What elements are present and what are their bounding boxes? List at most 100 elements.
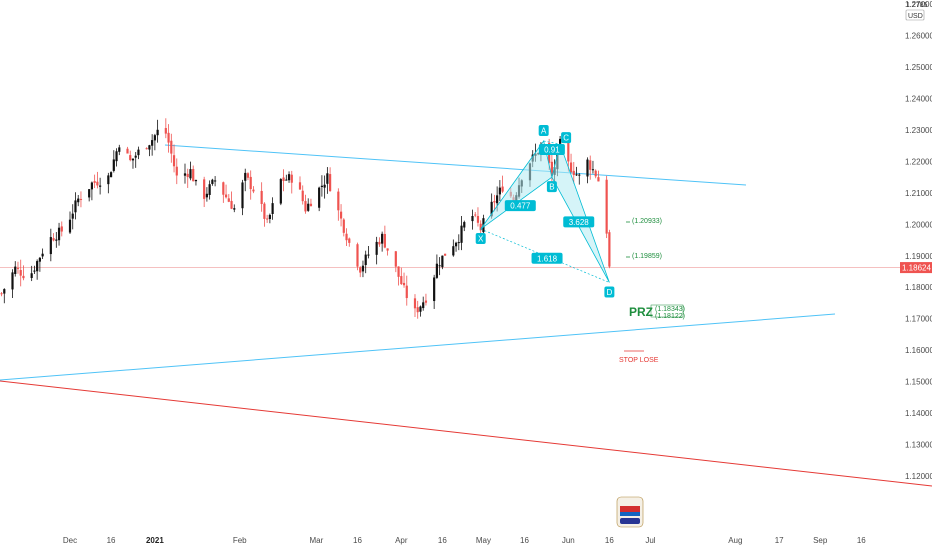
candle-body (597, 177, 600, 182)
candle-body (307, 203, 310, 211)
candle-body (320, 185, 323, 187)
x-tick-label: 16 (605, 536, 614, 545)
candle-body (594, 170, 597, 177)
candle-body (115, 151, 118, 162)
candle-body (170, 140, 173, 154)
candle-body (550, 161, 553, 177)
candle-body (129, 155, 132, 161)
resistance-trendline (164, 144, 747, 186)
x-tick-label: Apr (395, 536, 408, 545)
x-tick-label: 2021 (146, 536, 164, 545)
watermark-flag-stripe (620, 506, 640, 512)
candle-body (339, 211, 343, 219)
candle-body (52, 238, 55, 241)
candle-body (501, 186, 504, 192)
candle-body (244, 172, 247, 181)
candle-body (230, 200, 233, 209)
y-tick-label: 1.27000 (905, 0, 932, 9)
ac-dashed-line (543, 140, 561, 145)
y-tick-label: 1.14000 (905, 409, 932, 418)
candle-body (356, 244, 359, 267)
candle-body (419, 306, 422, 312)
candle-body (77, 198, 80, 203)
y-tick-label: 1.20000 (905, 220, 932, 229)
candle-body (11, 272, 14, 290)
candle-body (3, 289, 6, 294)
candle-body (413, 298, 417, 309)
y-tick-label: 1.18000 (905, 283, 932, 292)
y-tick-label: 1.24000 (905, 95, 932, 104)
candle-body (107, 175, 110, 185)
fib-ratio-label: 0.477 (510, 202, 531, 211)
candle-body (433, 277, 436, 302)
candle-body (400, 276, 403, 285)
candle-body (71, 213, 74, 219)
candles (0, 118, 611, 319)
candle-body (476, 216, 480, 223)
candle-body (164, 128, 167, 134)
candle-body (359, 267, 362, 273)
candle-body (386, 248, 389, 251)
pattern-point-label: D (606, 288, 612, 297)
candle-body (378, 241, 381, 245)
unit-label: USD (908, 13, 923, 20)
candle-body (569, 162, 573, 173)
x-tick-label: Jul (645, 536, 655, 545)
x-tick-label: Feb (233, 536, 247, 545)
pattern-point-badge (475, 233, 486, 245)
candle-body (55, 239, 58, 241)
candle-body (19, 270, 22, 276)
candle-body (457, 242, 460, 244)
prz-upper-level: (1.18343) (655, 306, 685, 313)
top-price-label: 1.2785 (906, 2, 928, 9)
candle-body (172, 155, 176, 167)
candle-body (329, 174, 332, 192)
candle-body (175, 166, 178, 176)
y-tick-label: 1.17000 (905, 315, 932, 324)
candle-body (205, 193, 208, 198)
y-tick-label: 1.19000 (905, 252, 932, 261)
candle-body (36, 261, 39, 272)
y-tick-label: 1.22000 (905, 157, 932, 166)
candle-body (30, 273, 33, 278)
candle-body (405, 285, 408, 299)
candle-body (318, 187, 321, 208)
candle-body (498, 187, 501, 195)
candle-body (192, 169, 195, 182)
candle-body (493, 201, 496, 203)
x-tick-label: May (476, 536, 491, 545)
candle-body (186, 173, 189, 178)
candle-body (74, 200, 77, 213)
x-tick-label: 16 (520, 536, 529, 545)
candle-body (435, 263, 438, 278)
candle-body (203, 179, 206, 199)
candle-body (438, 265, 441, 267)
current-price-tag (900, 262, 932, 274)
price-axis: 1.12000 1.13000 1.14000 1.15000 1.16000 1.170… (905, 0, 932, 481)
watermark-seal (620, 518, 640, 524)
x-tick-label: 16 (857, 536, 866, 545)
candle-body (252, 189, 255, 192)
candle-body (578, 174, 581, 176)
time-axis: Dec 16 2021 Feb Mar 16 Apr 16 May 16 Jun 16 Jul Aug 17… (63, 536, 866, 545)
pattern-point-badge (604, 286, 615, 298)
fib-level-label: (1.20933) (632, 218, 662, 225)
bcd-triangle (551, 142, 610, 283)
candle-body (16, 267, 20, 269)
candle-body (131, 158, 135, 161)
fib-ratio-badge (538, 144, 565, 156)
candle-body (109, 172, 113, 178)
candle-body (474, 214, 477, 216)
watermark-flag-band (620, 512, 640, 516)
candle-body (304, 201, 307, 212)
x-tick-label: 16 (438, 536, 447, 545)
candle-body (309, 203, 313, 207)
candle-body (323, 184, 326, 188)
candle-body (134, 155, 137, 158)
candle-body (575, 174, 578, 176)
candle-body (361, 265, 365, 272)
candle-body (99, 185, 102, 187)
candle-body (222, 182, 225, 195)
pattern-point-label: B (549, 183, 554, 192)
